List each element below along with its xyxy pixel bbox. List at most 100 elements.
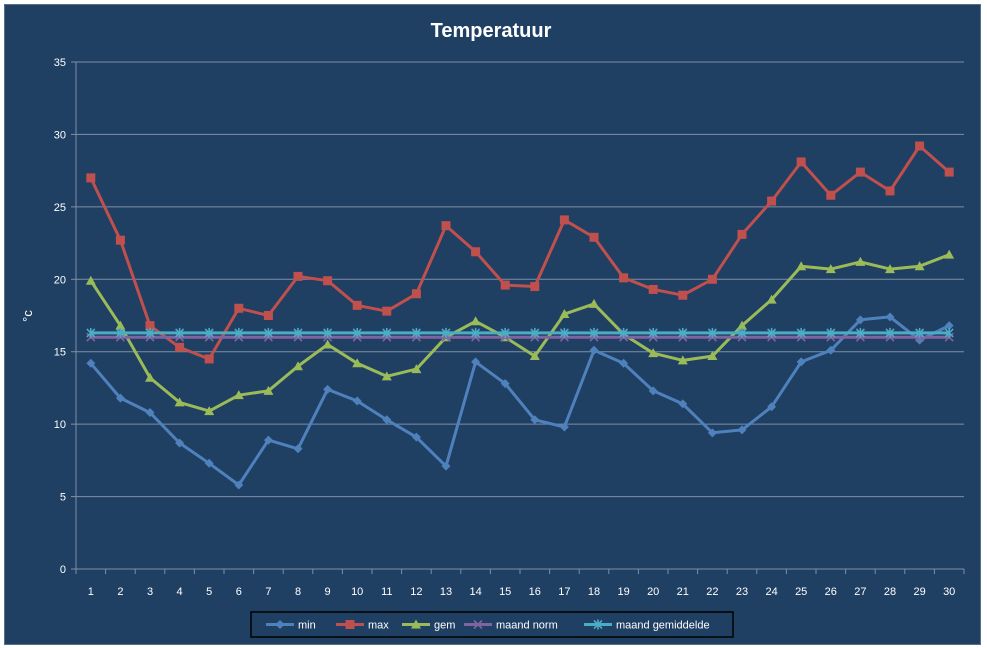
data-point — [175, 327, 185, 338]
legend-label: maand gemiddelde — [616, 620, 710, 632]
data-point — [175, 438, 185, 448]
data-point — [381, 371, 392, 381]
data-point — [441, 461, 451, 471]
data-point — [323, 327, 333, 338]
data-point — [855, 327, 865, 338]
data-point — [855, 256, 866, 266]
data-point — [263, 327, 273, 338]
data-point — [115, 235, 125, 245]
x-tick-label: 6 — [236, 586, 242, 598]
data-point — [471, 247, 481, 257]
data-point — [411, 289, 421, 299]
data-point — [145, 372, 155, 382]
data-point — [233, 390, 244, 400]
data-point — [115, 393, 125, 403]
data-point — [796, 157, 806, 167]
x-tick-label: 9 — [325, 586, 331, 598]
x-tick-label: 3 — [147, 586, 153, 598]
data-point — [85, 275, 96, 285]
data-point — [944, 327, 954, 338]
x-tick-labels: 1 2 3 4 5 6 7 8 9 10 11 12 13 14 15 16 17 18 19 20 21 22 23 24 2… — [88, 586, 956, 598]
data-point — [619, 273, 629, 283]
data-point — [589, 232, 599, 242]
x-tick-label: 19 — [617, 586, 629, 598]
data-point — [263, 435, 273, 445]
data-point — [530, 415, 540, 425]
data-point — [885, 312, 895, 322]
data-point — [293, 327, 303, 338]
data-point — [648, 327, 658, 338]
data-point — [619, 327, 629, 338]
data-point — [441, 221, 451, 231]
legend: min max gem maand norm maand gemiddelde — [250, 611, 734, 638]
y-axis-label: °c — [20, 310, 35, 322]
data-point — [885, 264, 895, 274]
data-point — [707, 351, 718, 361]
data-point — [263, 311, 273, 320]
legend-marker — [345, 620, 355, 629]
data-point — [529, 351, 540, 361]
data-point — [145, 321, 155, 331]
data-point — [648, 386, 658, 396]
data-point — [411, 432, 421, 442]
series-line — [89, 144, 951, 361]
data-point — [382, 327, 392, 338]
legend-label: maand norm — [496, 620, 558, 632]
data-point — [500, 280, 510, 290]
data-point — [441, 327, 451, 338]
legend-entry: gem — [402, 619, 455, 632]
x-tick-label: 18 — [588, 586, 600, 598]
x-tick-label: 4 — [177, 586, 183, 598]
data-point — [915, 141, 925, 151]
data-point — [204, 406, 215, 416]
data-point — [352, 358, 363, 368]
data-point — [234, 327, 244, 338]
data-point — [648, 348, 659, 358]
data-point — [115, 320, 126, 330]
legend-label: gem — [434, 620, 455, 632]
series-group — [85, 141, 955, 490]
y-tick-label: 20 — [54, 274, 66, 286]
data-point — [855, 167, 865, 177]
data-point — [293, 271, 303, 281]
data-point — [559, 422, 569, 432]
data-point — [767, 327, 777, 338]
x-tick-label: 27 — [854, 586, 866, 598]
x-tick-label: 21 — [677, 586, 689, 598]
x-tick-label: 24 — [765, 586, 777, 598]
x-tick-label: 11 — [381, 586, 392, 598]
data-point — [559, 215, 569, 225]
legend-label: max — [368, 620, 389, 632]
data-point — [382, 415, 392, 425]
y-tick-label: 35 — [54, 57, 66, 69]
series-line — [89, 253, 950, 413]
data-point — [530, 282, 540, 292]
data-point — [175, 342, 185, 352]
data-point — [678, 290, 688, 300]
y-tick-label: 0 — [60, 564, 66, 576]
x-tick-label: 5 — [206, 586, 212, 598]
legend-entry: min — [266, 620, 316, 632]
data-point — [767, 402, 777, 412]
data-point — [944, 249, 955, 259]
data-point — [204, 327, 214, 338]
data-point — [411, 364, 422, 374]
data-point — [707, 428, 717, 438]
gridlines — [76, 61, 964, 498]
data-point — [559, 327, 569, 338]
data-point — [263, 385, 274, 395]
x-tick-label: 26 — [825, 586, 837, 598]
legend-entry: maand gemiddelde — [584, 619, 710, 632]
legend-marker — [275, 620, 285, 629]
x-tick-label: 7 — [265, 586, 271, 598]
data-point — [500, 379, 510, 389]
data-point — [86, 173, 96, 183]
data-point — [796, 261, 807, 271]
x-tick-label: 16 — [529, 586, 541, 598]
data-point — [352, 327, 362, 338]
x-tick-label: 14 — [469, 586, 481, 598]
x-tick-label: 12 — [410, 586, 422, 598]
data-point — [737, 327, 747, 338]
data-point — [944, 167, 954, 177]
data-point — [174, 397, 185, 407]
